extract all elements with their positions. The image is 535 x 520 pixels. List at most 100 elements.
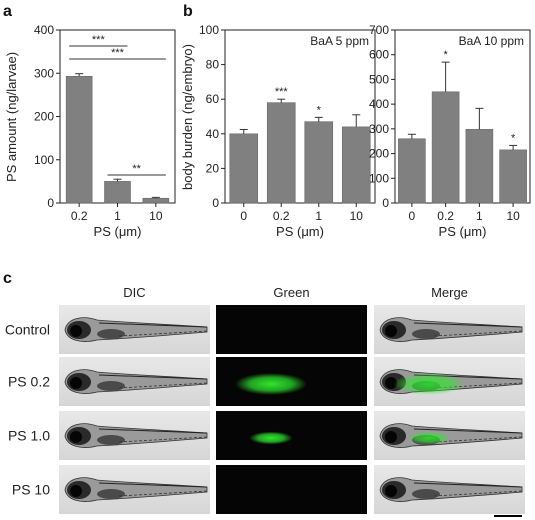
- fish-eye: [385, 325, 397, 337]
- fish-dorsal-line: [413, 428, 523, 434]
- bar: [398, 138, 426, 204]
- dic-image: [59, 411, 210, 460]
- y-tick-label: 0: [212, 196, 219, 210]
- y-tick-label: 700: [369, 23, 389, 37]
- plot-frame: [224, 29, 376, 204]
- dic-image: [59, 465, 210, 514]
- y-tick-label: 500: [369, 72, 389, 86]
- green-image: [216, 411, 367, 460]
- plot-frame: [394, 29, 531, 204]
- green-fluorescence: [393, 373, 465, 395]
- fish-eye: [70, 325, 82, 337]
- y-tick-label: 300: [369, 122, 389, 136]
- x-axis-label: PS (μm): [94, 224, 142, 239]
- green-image: [216, 357, 367, 406]
- merge-image: [374, 357, 525, 406]
- fish-eye: [385, 485, 397, 497]
- green-background: [216, 305, 367, 354]
- fish-eye: [70, 377, 82, 389]
- fish-dorsal-line: [98, 322, 208, 328]
- x-tick-label: 0: [409, 209, 416, 223]
- x-tick-label: 10: [350, 209, 364, 223]
- significance-label: **: [132, 163, 141, 175]
- row-label: PS 0.2: [8, 374, 50, 390]
- merge-image: [374, 465, 525, 514]
- significance-star: *: [511, 132, 516, 144]
- y-axis-label: PS amount (ng/larvae): [4, 52, 19, 182]
- fish-gut: [412, 489, 440, 499]
- x-tick-label: 0.2: [71, 209, 88, 223]
- y-tick-label: 0: [382, 196, 389, 210]
- fish-gut: [97, 329, 125, 339]
- green-image: [216, 305, 367, 354]
- chart-title: BaA 10 ppm: [459, 34, 524, 48]
- panel-label-a: a: [3, 3, 12, 20]
- green-fluorescence: [235, 373, 307, 395]
- bar: [229, 133, 259, 204]
- fish-gut: [97, 435, 125, 445]
- chart-b-5ppm: 0 20 40 60 80 100 0 0.2 *** 1 * 10 BaA 5 ppm PS (μm) b…: [180, 23, 376, 239]
- bar: [142, 197, 170, 204]
- fish-dorsal-line: [413, 482, 523, 488]
- fish-gut: [97, 381, 125, 391]
- row-label: Control: [5, 322, 50, 338]
- fish-dorsal-line: [413, 322, 523, 328]
- bar: [431, 91, 460, 204]
- merge-image: [374, 411, 525, 460]
- green-fluorescence: [249, 431, 293, 445]
- column-header: Green: [273, 285, 309, 300]
- x-tick-label: 0: [240, 209, 247, 223]
- significance-label: ***: [111, 47, 125, 59]
- fish-eye: [70, 485, 82, 497]
- bar: [65, 75, 93, 204]
- column-header: Merge: [431, 285, 468, 300]
- green-background: [216, 465, 367, 514]
- y-tick-label: 300: [34, 66, 54, 80]
- y-tick-label: 60: [206, 92, 220, 106]
- y-tick-label: 200: [34, 110, 54, 124]
- bar: [266, 102, 296, 204]
- bar: [104, 181, 131, 204]
- y-tick-label: 200: [369, 147, 389, 161]
- fish-eye: [385, 431, 397, 443]
- fish-image-grid: DIC Green Merge Control PS 0.2 PS 1.0 PS 10: [5, 285, 525, 517]
- y-tick-label: 20: [206, 161, 220, 175]
- chart-b-10ppm: 0 100 200 300 400 500 600 700 0 0.2 * 1 10 * BaA 10 pp…: [369, 23, 531, 239]
- y-tick-label: 0: [47, 196, 54, 210]
- bar: [341, 126, 371, 204]
- x-tick-label: 0.2: [273, 209, 290, 223]
- x-tick-label: 1: [476, 209, 483, 223]
- panel-label-c: c: [3, 270, 12, 287]
- significance-star: ***: [275, 86, 289, 98]
- x-tick-label: 1: [114, 209, 121, 223]
- x-tick-label: 1: [315, 209, 322, 223]
- row-label: PS 1.0: [8, 428, 50, 444]
- x-axis-label: PS (μm): [439, 224, 487, 239]
- x-tick-label: 10: [506, 209, 520, 223]
- green-image: [216, 465, 367, 514]
- significance-star: *: [317, 104, 322, 116]
- bar: [304, 121, 334, 204]
- fish-dorsal-line: [98, 374, 208, 380]
- y-tick-label: 400: [34, 23, 54, 37]
- significance-star: *: [443, 49, 448, 61]
- y-tick-label: 100: [369, 171, 389, 185]
- panel-label-b: b: [183, 3, 193, 20]
- x-tick-label: 10: [149, 209, 163, 223]
- green-background: [216, 411, 367, 460]
- bar: [499, 149, 527, 204]
- y-tick-label: 600: [369, 48, 389, 62]
- green-fluorescence: [407, 431, 451, 445]
- x-tick-label: 0.2: [437, 209, 454, 223]
- y-tick-label: 100: [34, 153, 54, 167]
- fish-gut: [412, 329, 440, 339]
- fish-dorsal-line: [98, 482, 208, 488]
- fish-dorsal-line: [98, 428, 208, 434]
- chart-title: BaA 5 ppm: [310, 34, 369, 48]
- dic-image: [59, 357, 210, 406]
- y-tick-label: 80: [206, 58, 220, 72]
- y-tick-label: 400: [369, 97, 389, 111]
- row-label: PS 10: [12, 482, 50, 498]
